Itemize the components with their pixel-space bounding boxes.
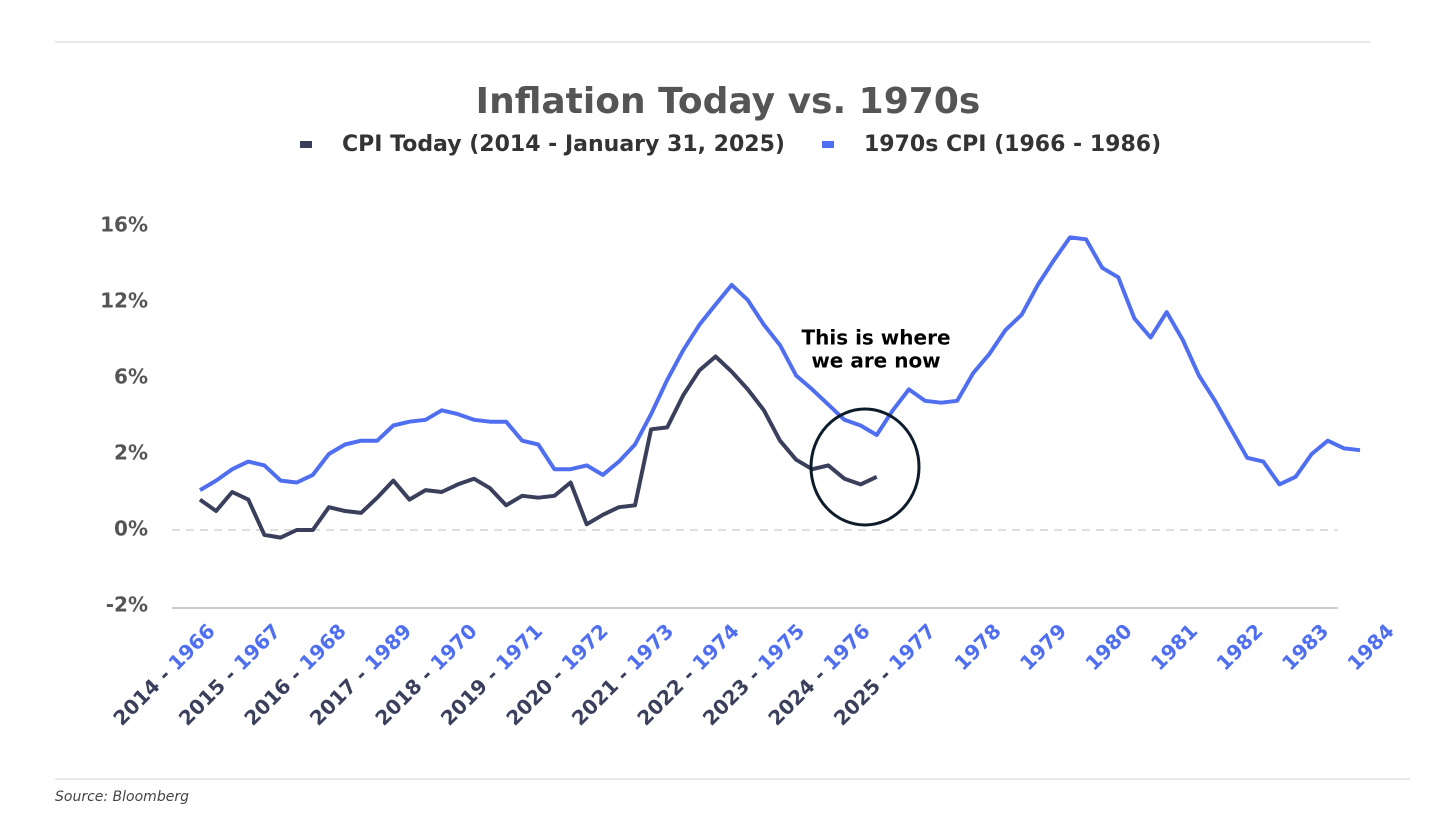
annotation: we are now	[811, 349, 940, 373]
x-tick-label: 1983	[1277, 618, 1333, 674]
x-label-seventies: 1982	[1211, 618, 1267, 674]
x-tick-label: 1980	[1080, 618, 1136, 674]
x-tick-label: 1979	[1015, 618, 1071, 674]
y-tick-label: 0%	[114, 517, 148, 541]
x-label-today: 2024 -	[763, 663, 830, 730]
x-label-seventies: 1970	[425, 618, 481, 674]
y-tick-label: 12%	[100, 289, 148, 313]
x-label-today: 2022 -	[632, 663, 699, 730]
x-tick-label: 1981	[1146, 618, 1202, 674]
highlight-circle	[809, 407, 921, 527]
source: Source: Bloomberg	[55, 789, 189, 805]
x-label-seventies: 1967	[229, 618, 285, 674]
x-label-seventies: 1976	[818, 618, 874, 674]
x-label-today: 2021 -	[567, 663, 634, 730]
x-label-today: 2014 -	[108, 663, 175, 730]
y-tick-label: 2%	[114, 441, 148, 465]
y-tick-label: 16%	[100, 213, 148, 237]
legend-swatch	[300, 141, 312, 148]
x-label-today: 2018 -	[370, 663, 437, 730]
x-label-today: 2020 -	[501, 663, 568, 730]
x-tick-label: 1978	[949, 618, 1005, 674]
x-label-seventies: 1966	[163, 618, 219, 674]
x-label-seventies: 1978	[949, 618, 1005, 674]
y-tick-label: -2%	[106, 593, 148, 617]
x-label-seventies: 1973	[622, 618, 678, 674]
x-label-seventies: 1975	[753, 618, 809, 674]
x-label-today: 2025 -	[829, 663, 896, 730]
x-tick-label: 1982	[1211, 618, 1267, 674]
series-line	[198, 354, 878, 540]
legend-label: CPI Today (2014 - January 31, 2025)	[342, 132, 785, 157]
x-label-today: 2017 -	[305, 663, 372, 730]
x-label-seventies: 1984	[1342, 618, 1398, 674]
annotation: This is where	[801, 326, 950, 350]
x-label-seventies: 1972	[556, 618, 612, 674]
series-line	[198, 235, 1361, 492]
legend-swatch	[822, 141, 834, 148]
x-label-today: 2016 -	[239, 663, 306, 730]
x-label-seventies: 1974	[687, 618, 743, 674]
chart-title: Inflation Today vs. 1970s	[476, 81, 981, 122]
y-tick-label: 6%	[114, 365, 148, 389]
x-label-seventies: 1971	[491, 618, 547, 674]
legend-label: 1970s CPI (1966 - 1986)	[864, 132, 1161, 157]
x-label-today: 2023 -	[698, 663, 765, 730]
x-label-today: 2015 -	[174, 663, 241, 730]
x-tick-label: 1984	[1342, 618, 1398, 674]
x-label-seventies: 1989	[360, 618, 416, 674]
x-label-today: 2019 -	[436, 663, 503, 730]
x-label-seventies: 1983	[1277, 618, 1333, 674]
x-label-seventies: 1968	[294, 618, 350, 674]
x-label-seventies: 1981	[1146, 618, 1202, 674]
x-label-seventies: 1979	[1015, 618, 1071, 674]
x-label-seventies: 1977	[884, 618, 940, 674]
x-label-seventies: 1980	[1080, 618, 1136, 674]
